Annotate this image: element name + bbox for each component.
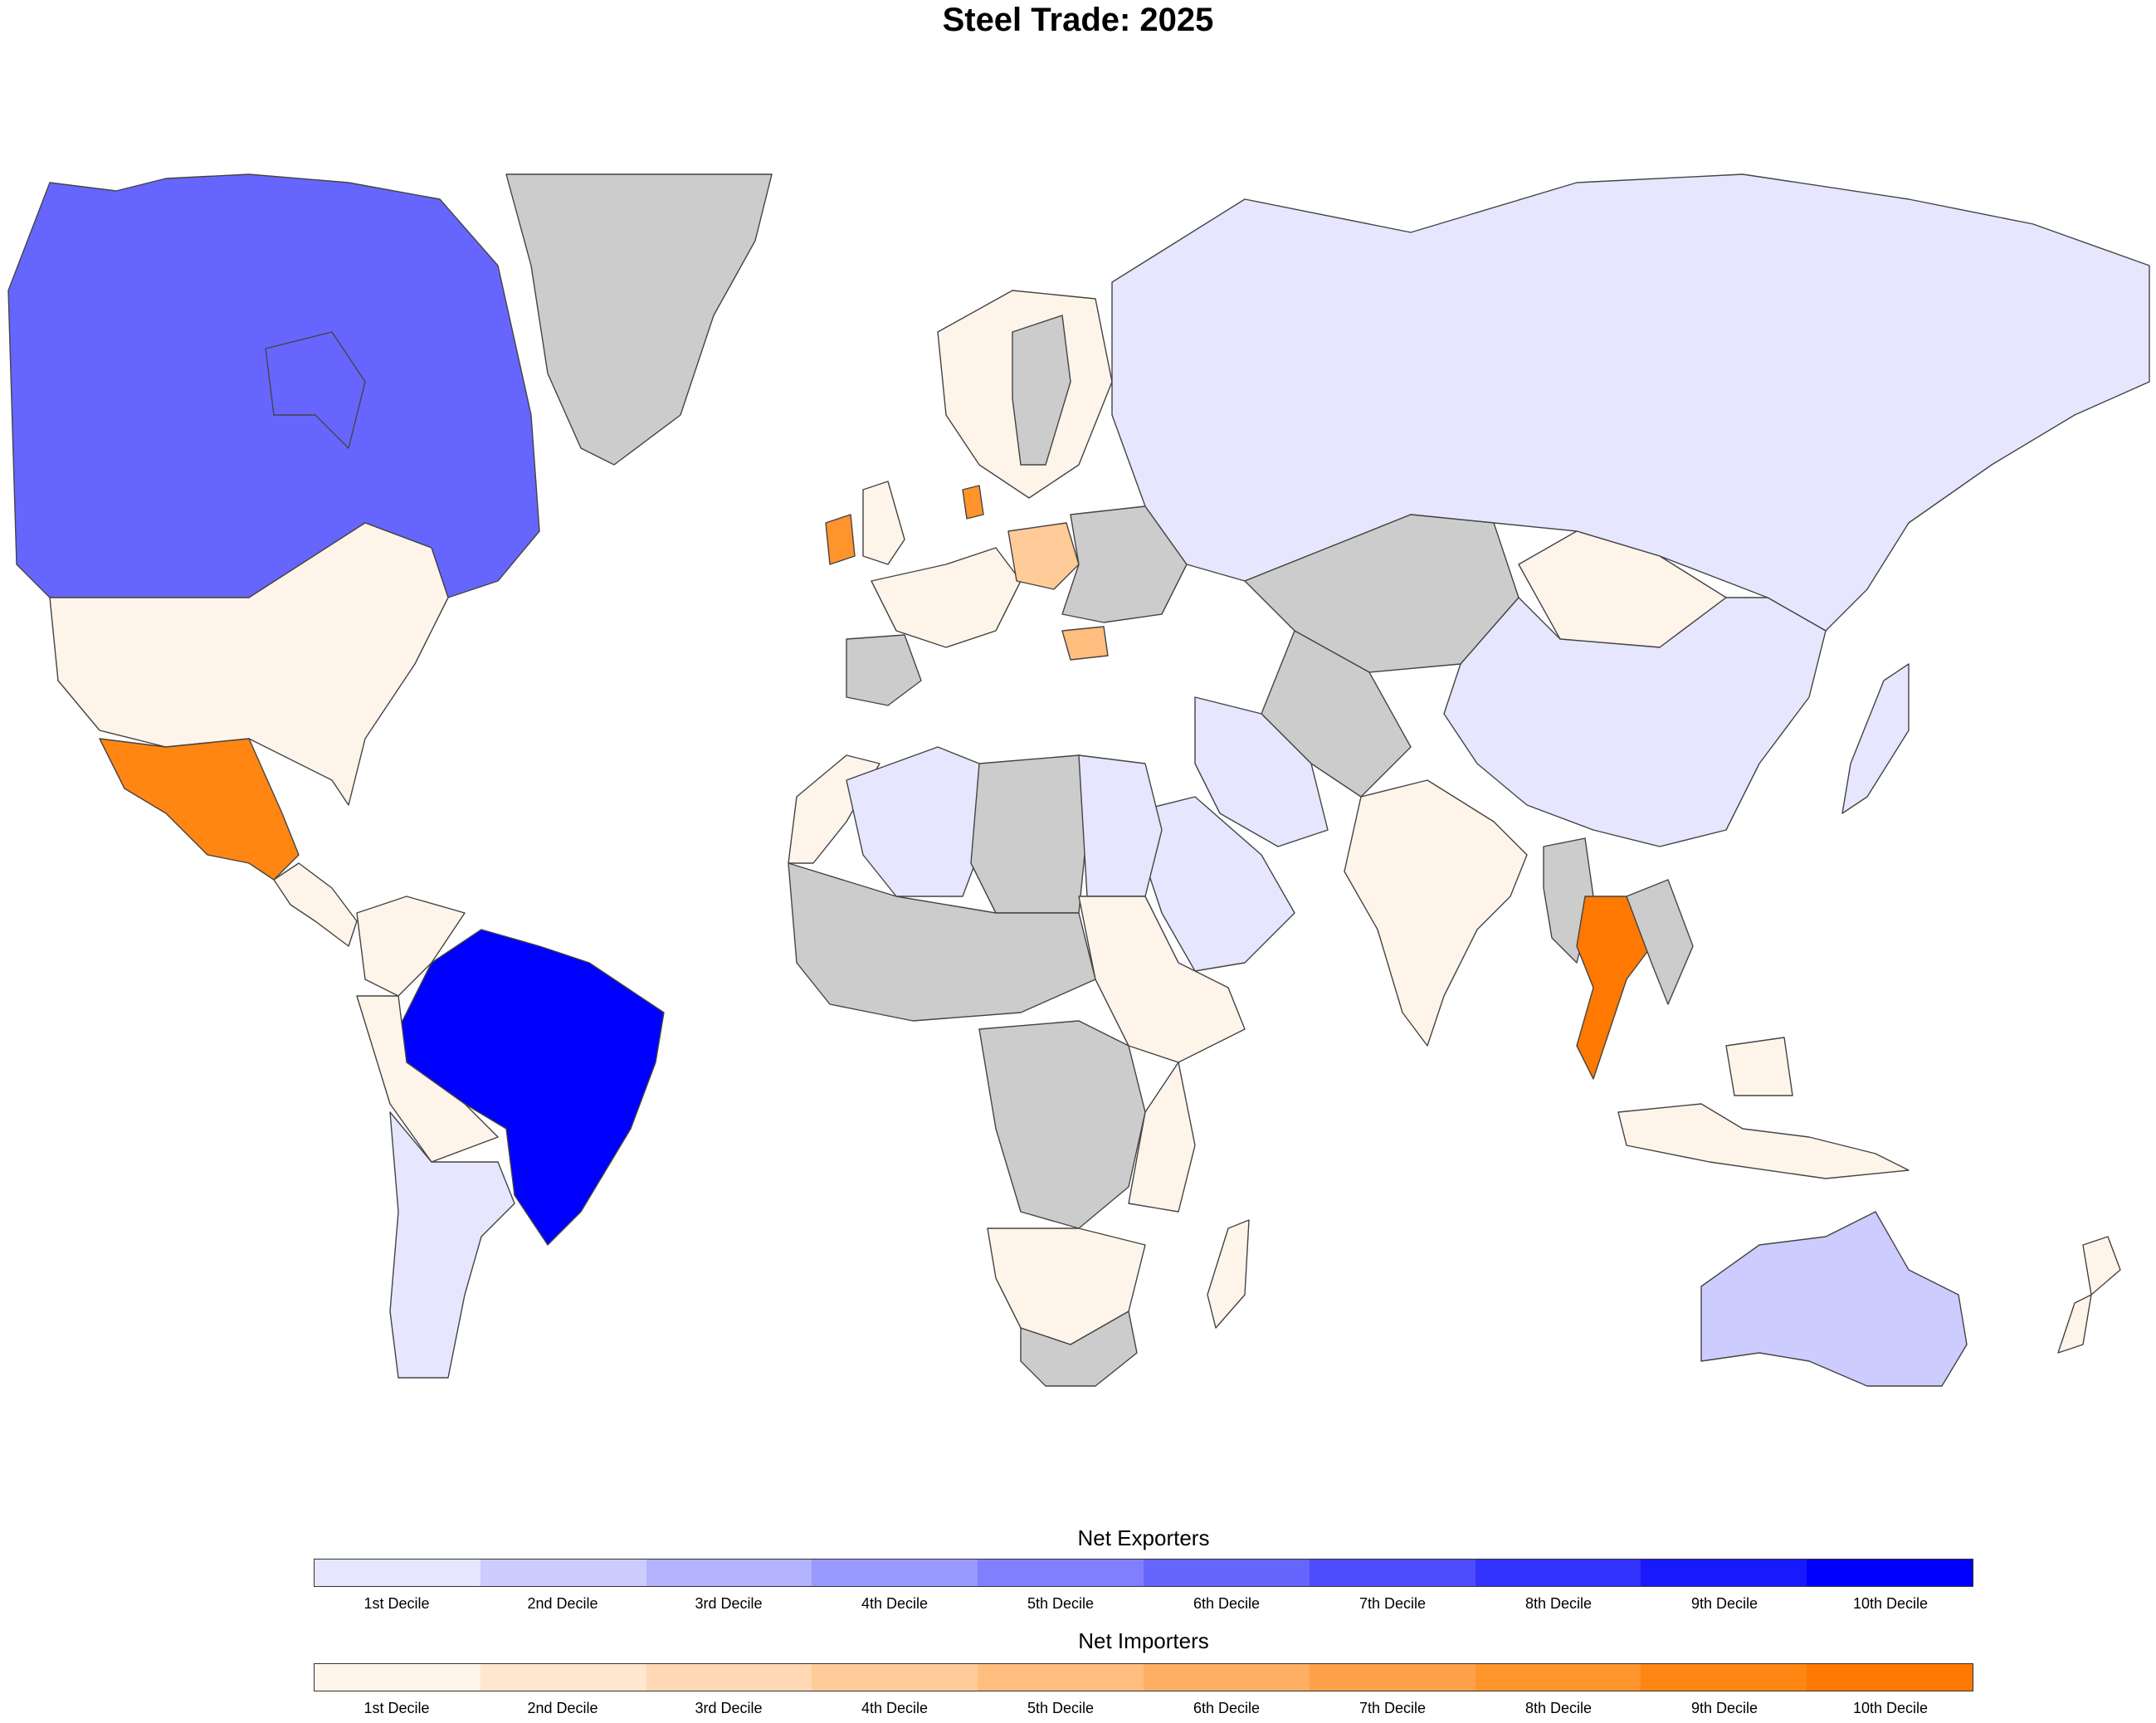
- importers-decile-2-swatch: [480, 1664, 646, 1691]
- country-iran[interactable]: [1194, 696, 1329, 847]
- exporters-decile-2-swatch: [480, 1559, 646, 1586]
- country-peru-bolivia[interactable]: [356, 995, 499, 1163]
- importers-decile-2-label: 2nd Decile: [527, 1700, 598, 1716]
- country-madagascar[interactable]: [1207, 1219, 1250, 1329]
- importers-decile-5-swatch: [978, 1664, 1144, 1691]
- country-australia[interactable]: [1700, 1211, 1968, 1387]
- country-india[interactable]: [1344, 779, 1528, 1047]
- country-sahel[interactable]: [788, 862, 1096, 1022]
- country-canada[interactable]: [7, 173, 540, 598]
- exporters-decile-10-label: 10th Decile: [1852, 1595, 1929, 1612]
- country-libya[interactable]: [970, 754, 1088, 914]
- exporters-decile-7-swatch: [1309, 1559, 1476, 1586]
- country-indonesia[interactable]: [1617, 1037, 1910, 1179]
- country-south-africa[interactable]: [1020, 1311, 1138, 1387]
- exporters-decile-4-swatch: [812, 1559, 978, 1586]
- country-argentina[interactable]: [389, 1111, 515, 1379]
- exporters-color-bar: [314, 1559, 1973, 1587]
- importers-legend-title: Net Importers: [1078, 1628, 1209, 1653]
- country-united-states[interactable]: [49, 522, 449, 806]
- exporters-decile-8-label: 8th Decile: [1524, 1595, 1593, 1612]
- country-denmark[interactable]: [962, 485, 984, 520]
- importers-decile-7-label: 7th Decile: [1358, 1700, 1427, 1716]
- country-ireland[interactable]: [825, 514, 856, 565]
- importers-decile-9-swatch: [1641, 1664, 1807, 1691]
- importers-color-bar: [314, 1663, 1973, 1691]
- country-china[interactable]: [1443, 597, 1827, 847]
- exporters-decile-5-swatch: [978, 1559, 1144, 1586]
- exporters-legend-title: Net Exporters: [1077, 1525, 1210, 1550]
- country-dr-congo[interactable]: [978, 1020, 1146, 1229]
- exporters-decile-5-label: 5th Decile: [1027, 1595, 1095, 1612]
- exporters-legend-labels: 1st Decile 2nd Decile 3rd Decile 4th Decile…: [314, 1595, 1973, 1613]
- country-uk[interactable]: [862, 481, 905, 565]
- country-sweden[interactable]: [1012, 315, 1071, 466]
- importers-decile-3-swatch: [646, 1664, 812, 1691]
- exporters-decile-6-label: 6th Decile: [1193, 1595, 1261, 1612]
- map-title: Steel Trade: 2025: [942, 2, 1214, 38]
- country-japan[interactable]: [1841, 663, 1910, 814]
- country-iberia[interactable]: [846, 634, 922, 706]
- importers-decile-6-label: 6th Decile: [1193, 1700, 1261, 1716]
- importers-decile-1-swatch: [315, 1664, 480, 1691]
- importers-decile-4-swatch: [812, 1664, 978, 1691]
- importers-decile-3-label: 3rd Decile: [695, 1700, 763, 1716]
- importers-decile-6-swatch: [1143, 1664, 1310, 1691]
- exporters-decile-9-swatch: [1641, 1559, 1807, 1586]
- importers-decile-1-label: 1st Decile: [363, 1700, 430, 1716]
- exporters-decile-8-swatch: [1475, 1559, 1641, 1586]
- importers-decile-10-label: 10th Decile: [1852, 1700, 1929, 1716]
- country-bulgaria[interactable]: [1061, 626, 1109, 661]
- country-indochina[interactable]: [1626, 879, 1694, 1005]
- importers-legend-labels: 1st Decile 2nd Decile 3rd Decile 4th Decile…: [314, 1700, 1973, 1717]
- importers-decile-8-label: 8th Decile: [1524, 1700, 1593, 1716]
- exporters-decile-1-label: 1st Decile: [363, 1595, 430, 1612]
- exporters-decile-3-label: 3rd Decile: [695, 1595, 763, 1612]
- exporters-decile-3-swatch: [646, 1559, 812, 1586]
- exporters-decile-10-swatch: [1807, 1559, 1973, 1586]
- exporters-decile-7-label: 7th Decile: [1358, 1595, 1427, 1612]
- country-central-america[interactable]: [273, 862, 358, 947]
- world-map: [7, 173, 2150, 1387]
- country-poland[interactable]: [1007, 522, 1080, 590]
- country-mexico[interactable]: [99, 738, 300, 881]
- importers-decile-7-swatch: [1309, 1664, 1476, 1691]
- importers-decile-9-label: 9th Decile: [1690, 1700, 1758, 1716]
- importers-decile-8-swatch: [1475, 1664, 1641, 1691]
- importers-decile-4-label: 4th Decile: [861, 1700, 929, 1716]
- exporters-decile-4-label: 4th Decile: [861, 1595, 929, 1612]
- country-sudan-ethiopia[interactable]: [1078, 896, 1246, 1063]
- importers-decile-5-label: 5th Decile: [1027, 1700, 1095, 1716]
- country-greenland[interactable]: [505, 173, 773, 466]
- importers-decile-10-swatch: [1807, 1664, 1973, 1691]
- exporters-decile-1-swatch: [315, 1559, 480, 1586]
- country-western-europe[interactable]: [871, 547, 1022, 648]
- country-saudi-arabia[interactable]: [1128, 796, 1295, 972]
- exporters-decile-9-label: 9th Decile: [1690, 1595, 1758, 1612]
- country-new-zealand[interactable]: [2057, 1236, 2121, 1354]
- exporters-decile-6-swatch: [1143, 1559, 1310, 1586]
- country-east-africa[interactable]: [1128, 1062, 1196, 1213]
- exporters-decile-2-label: 2nd Decile: [527, 1595, 598, 1612]
- country-egypt[interactable]: [1078, 754, 1163, 897]
